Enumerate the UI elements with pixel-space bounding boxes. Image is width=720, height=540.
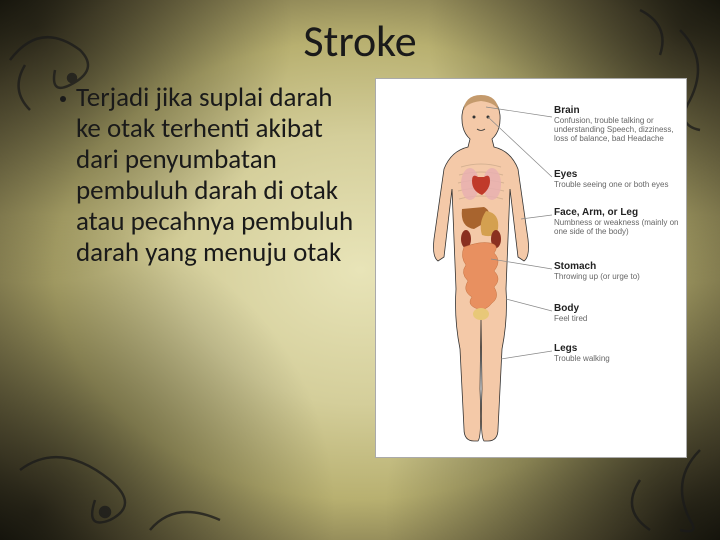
bullet-list: Terjadi jika suplai darah ke otak terhen… [60, 82, 360, 268]
diagram-label-desc: Numbness or weakness (mainly on one side… [554, 218, 682, 236]
diagram-label-title: Face, Arm, or Leg [554, 207, 682, 218]
diagram-label: Face, Arm, or LegNumbness or weakness (m… [554, 207, 682, 236]
body-figure [416, 89, 546, 449]
diagram-label: EyesTrouble seeing one or both eyes [554, 169, 682, 189]
diagram-label-title: Brain [554, 105, 682, 116]
bullet-marker [60, 96, 66, 102]
diagram-label-title: Body [554, 303, 682, 314]
bullet-text: Terjadi jika suplai darah ke otak terhen… [76, 82, 360, 268]
bullet-item: Terjadi jika suplai darah ke otak terhen… [60, 82, 360, 268]
diagram-label-desc: Feel tired [554, 314, 682, 323]
diagram-label-desc: Trouble walking [554, 354, 682, 363]
diagram-label-title: Eyes [554, 169, 682, 180]
slide-title: Stroke [0, 14, 720, 68]
diagram-label: StomachThrowing up (or urge to) [554, 261, 682, 281]
anatomy-diagram: BrainConfusion, trouble talking or under… [375, 78, 687, 458]
diagram-label-desc: Throwing up (or urge to) [554, 272, 682, 281]
diagram-label: BodyFeel tired [554, 303, 682, 323]
diagram-label-title: Stomach [554, 261, 682, 272]
diagram-label-desc: Confusion, trouble talking or understand… [554, 116, 682, 144]
slide: Stroke Terjadi jika suplai darah ke otak… [0, 0, 720, 540]
diagram-label: LegsTrouble walking [554, 343, 682, 363]
diagram-label: BrainConfusion, trouble talking or under… [554, 105, 682, 144]
diagram-label-desc: Trouble seeing one or both eyes [554, 180, 682, 189]
diagram-label-title: Legs [554, 343, 682, 354]
